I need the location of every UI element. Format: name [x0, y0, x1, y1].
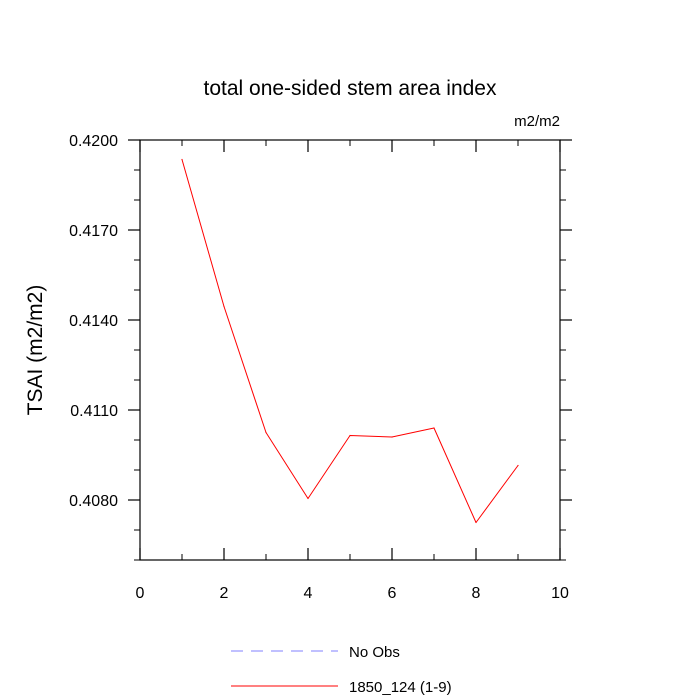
x-tick-label: 4 — [304, 585, 313, 602]
series-point-0-1 — [223, 305, 225, 308]
legend: No Obs 1850_124 (1-9) — [231, 644, 452, 696]
series-point-0-6 — [433, 427, 435, 429]
y-tick-labels: 0.4080 0.4110 0.4140 0.4170 0.4200 — [69, 133, 118, 510]
legend-label-no-obs: No Obs — [349, 644, 400, 661]
units-label: m2/m2 — [514, 113, 560, 130]
axis-ticks — [128, 139, 572, 561]
y-tick-label: 0.4170 — [69, 223, 118, 240]
x-tick-label: 2 — [220, 585, 229, 602]
series-point-0-4 — [349, 434, 351, 437]
y-tick-label: 0.4110 — [70, 403, 118, 420]
y-tick-label: 0.4080 — [69, 493, 118, 510]
y-tick-label: 0.4200 — [69, 133, 118, 150]
y-tick-label: 0.4140 — [69, 313, 118, 330]
x-tick-label: 6 — [388, 585, 397, 602]
x-tick-labels: 0 2 4 6 8 10 — [136, 585, 569, 602]
plot-frame — [139, 139, 561, 561]
series-point-0-5 — [391, 436, 393, 438]
chart-title: total one-sided stem area index — [203, 77, 497, 100]
x-tick-label: 8 — [472, 585, 481, 602]
series-line-0 — [181, 159, 519, 523]
series-point-0-3 — [307, 497, 309, 500]
x-tick-label: 0 — [136, 585, 145, 602]
series-layer — [181, 158, 519, 524]
series-point-0-2 — [265, 431, 267, 434]
y-axis-label: TSAI (m2/m2) — [24, 285, 47, 416]
series-point-0-7 — [475, 521, 477, 524]
x-tick-label: 10 — [551, 585, 569, 602]
series-point-0-8 — [517, 464, 519, 467]
series-point-0-0 — [181, 158, 183, 161]
legend-label-1850-124: 1850_124 (1-9) — [349, 679, 452, 696]
